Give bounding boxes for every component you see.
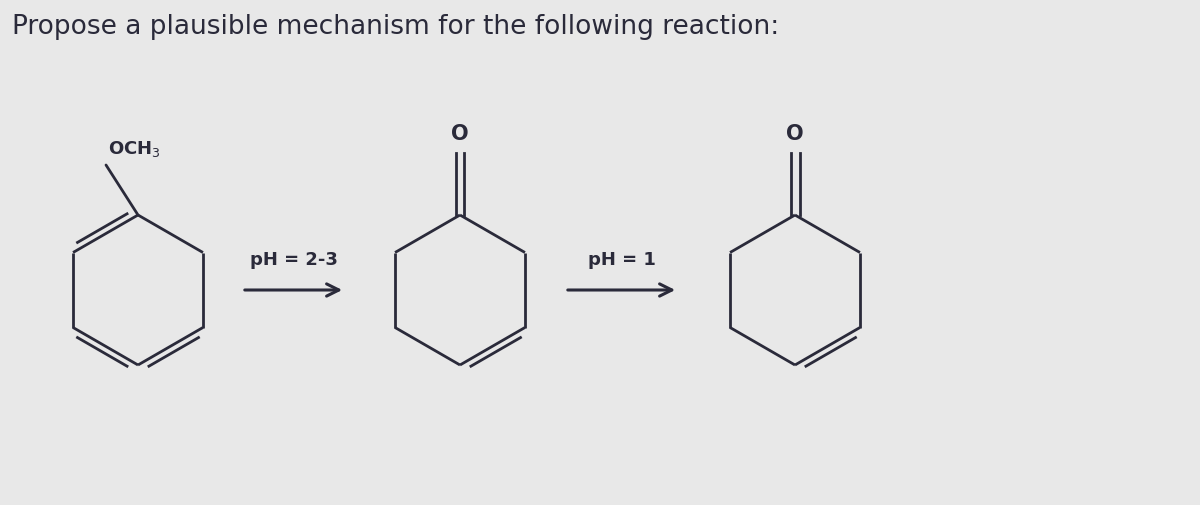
Text: pH = 2-3: pH = 2-3 (250, 250, 337, 269)
Text: pH = 1: pH = 1 (588, 250, 655, 269)
Text: O: O (786, 124, 804, 144)
Text: O: O (451, 124, 469, 144)
Text: OCH$_3$: OCH$_3$ (108, 139, 161, 159)
Text: Propose a plausible mechanism for the following reaction:: Propose a plausible mechanism for the fo… (12, 14, 779, 40)
